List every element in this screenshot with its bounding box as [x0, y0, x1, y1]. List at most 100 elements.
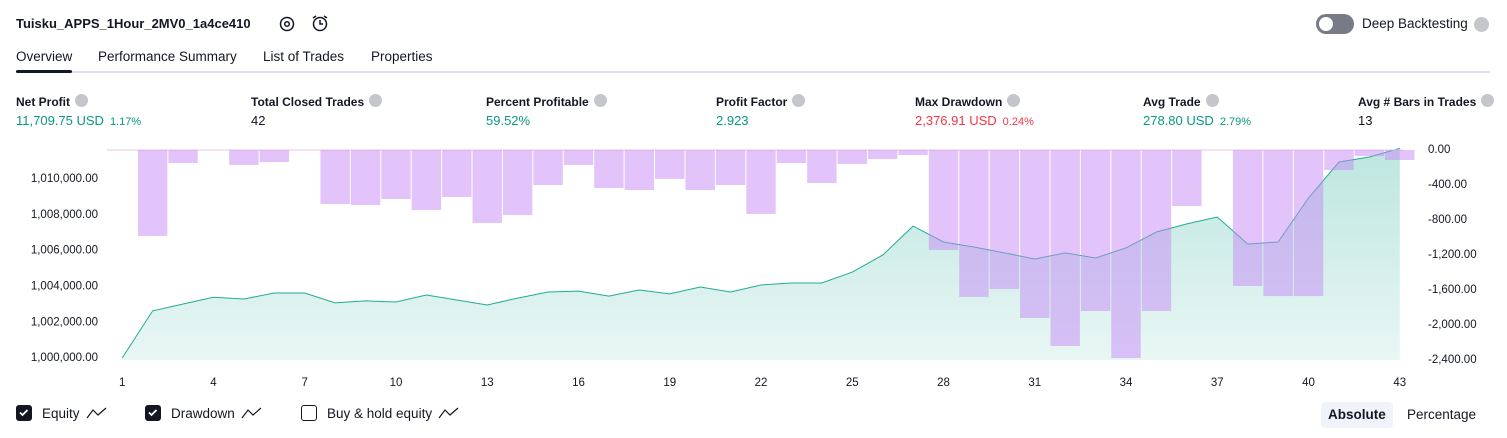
- metric-value: 278.80 USD 2.79%: [1143, 113, 1251, 128]
- toggle-label: Deep Backtesting: [1362, 16, 1468, 31]
- drawdown-bar: [563, 150, 594, 165]
- alert-icon-detail: [312, 15, 328, 25]
- drawdown-bar: [229, 150, 259, 165]
- toggle-switch[interactable]: [1316, 14, 1354, 34]
- drawdown-bar: [837, 150, 867, 164]
- drawdown-bar: [989, 150, 1020, 290]
- check-mark: [148, 409, 158, 417]
- check-mark: [19, 409, 29, 417]
- drawdown-bar: [472, 150, 502, 223]
- drawdown-bar: [685, 150, 715, 190]
- y2-tick-label: -2,400.00: [1428, 354, 1477, 366]
- x-tick-label: 19: [663, 377, 676, 389]
- drawdown-bar: [502, 150, 533, 216]
- drawdown-bar: [624, 150, 655, 190]
- legend-label[interactable]: Equity: [42, 406, 80, 421]
- metric-label: Max Drawdown: [915, 94, 1021, 109]
- x-tick-label: 4: [210, 377, 217, 389]
- drawdown-bar: [1080, 150, 1111, 311]
- metric-value: 2,376.91 USD 0.24%: [915, 113, 1034, 128]
- drawdown-bar: [168, 150, 198, 164]
- drawdown-bar: [381, 150, 411, 199]
- legend-icon: [241, 407, 262, 419]
- x-tick-label: 22: [755, 377, 768, 389]
- drawdown-bar: [746, 150, 776, 214]
- metric-number: 2,376.91 USD: [915, 113, 997, 128]
- strategy-title: Tuisku_APPS_1Hour_2MV0_1a4ce410: [16, 16, 251, 31]
- active-tab-underline: [16, 70, 72, 73]
- y-tick-label: 1,004,000.00: [31, 280, 98, 292]
- legend-checkbox[interactable]: [16, 405, 32, 421]
- drawdown-bar: [1263, 150, 1293, 297]
- equity-area: [122, 148, 1400, 360]
- drawdown-bar: [1293, 150, 1324, 297]
- drawdown-bar: [1172, 150, 1202, 206]
- metric-percent: 0.24%: [1002, 116, 1034, 128]
- metric-percent: 2.79%: [1219, 116, 1252, 128]
- drawdown-bar: [655, 150, 685, 179]
- title-icons: [279, 15, 328, 32]
- drawdown-bar: [807, 150, 837, 183]
- y-tick-label: 1,006,000.00: [31, 245, 98, 257]
- metric-value: 11,709.75 USD 1.17%: [16, 113, 141, 128]
- x-tick-label: 31: [1028, 377, 1041, 389]
- help-icon[interactable]: [1474, 17, 1489, 32]
- metric-number: 13: [1358, 113, 1373, 128]
- y2-tick-label: -1,600.00: [1428, 284, 1477, 296]
- tab[interactable]: Overview: [16, 49, 73, 64]
- metric-number: 42: [251, 113, 266, 128]
- drawdown-bar: [411, 150, 442, 211]
- drawdown-bar: [1232, 150, 1263, 286]
- settings-icon[interactable]: [279, 16, 295, 32]
- drawdown-bar: [1050, 150, 1080, 346]
- y2-tick-label: 0.00: [1428, 144, 1450, 156]
- x-tick-label: 16: [572, 377, 585, 389]
- tab[interactable]: List of Trades: [263, 49, 345, 64]
- x-tick-label: 37: [1211, 377, 1224, 389]
- info-icon[interactable]: [593, 94, 607, 107]
- info-icon[interactable]: [792, 94, 806, 107]
- drawdown-bar: [1385, 150, 1415, 160]
- drawdown-bar: [959, 150, 989, 297]
- info-icon[interactable]: [1007, 94, 1021, 107]
- drawdown-bar: [898, 150, 928, 155]
- y-tick-label: 1,010,000.00: [31, 173, 98, 185]
- info-icon[interactable]: [75, 94, 88, 107]
- drawdown-bar: [320, 150, 350, 204]
- metric-label: Percent Profitable: [486, 94, 607, 109]
- metric-value: 13: [1358, 113, 1372, 128]
- tab-divider: [16, 71, 1490, 73]
- metric-number: 11,709.75 USD: [16, 113, 104, 128]
- metric-number: 2.923: [716, 113, 749, 128]
- view-button[interactable]: Absolute: [1321, 402, 1393, 428]
- x-tick-label: 7: [302, 377, 308, 389]
- legend-label[interactable]: Drawdown: [171, 406, 235, 421]
- drawdown-bar: [533, 150, 563, 185]
- drawdown-bar: [1324, 150, 1354, 171]
- settings-icon-core: [283, 20, 291, 28]
- alert-icon[interactable]: [312, 16, 328, 32]
- tab[interactable]: Performance Summary: [98, 49, 237, 64]
- legend-checkbox[interactable]: [301, 405, 317, 421]
- drawdown-bar: [259, 150, 290, 162]
- drawdown-bar: [1141, 150, 1172, 311]
- info-icon[interactable]: [1481, 94, 1495, 107]
- drawdown-bar: [867, 150, 898, 160]
- x-tick-label: 34: [1120, 377, 1133, 389]
- legend-label[interactable]: Buy & hold equity: [327, 406, 433, 421]
- y2-tick-label: -2,000.00: [1428, 319, 1477, 331]
- drawdown-bar: [137, 150, 168, 237]
- y2-tick-label: -1,200.00: [1428, 249, 1477, 261]
- x-tick-label: 28: [937, 377, 950, 389]
- view-button[interactable]: Percentage: [1407, 407, 1477, 422]
- info-icon[interactable]: [1205, 94, 1219, 107]
- legend-checkbox[interactable]: [145, 405, 161, 421]
- drawdown-bar: [928, 150, 959, 251]
- metric-value: 59.52%: [486, 113, 530, 128]
- metric-label: Total Closed Trades: [251, 94, 383, 109]
- tab[interactable]: Properties: [371, 49, 433, 64]
- equity-line: [121, 147, 1400, 359]
- info-icon[interactable]: [369, 94, 383, 107]
- drawdown-bar: [1354, 150, 1385, 157]
